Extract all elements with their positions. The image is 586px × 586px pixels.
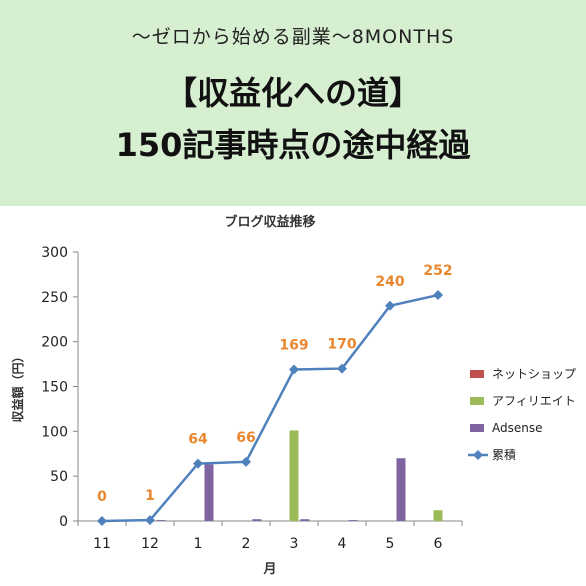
y-tick-label: 0 bbox=[59, 514, 68, 530]
y-tick-label: 50 bbox=[50, 469, 68, 485]
cumulative-data-label: 1 bbox=[145, 488, 155, 504]
cumulative-data-label: 170 bbox=[327, 337, 356, 353]
bar-Adsense bbox=[396, 458, 406, 521]
y-tick-label: 300 bbox=[41, 245, 68, 261]
chart-title: ブログ収益推移 bbox=[224, 214, 315, 230]
legend-swatch bbox=[470, 397, 484, 405]
bar-Adsense bbox=[204, 464, 214, 521]
cumulative-data-label: 252 bbox=[423, 263, 452, 279]
cumulative-point bbox=[193, 458, 203, 469]
y-axis-label: 収益額（円） bbox=[10, 350, 25, 422]
legend-swatch bbox=[470, 424, 484, 432]
cumulative-data-label: 66 bbox=[236, 430, 255, 446]
bar-Adsense bbox=[156, 520, 166, 521]
x-axis-label: 月 bbox=[262, 562, 276, 577]
legend-swatch-marker bbox=[473, 450, 483, 460]
bar-Adsense bbox=[252, 519, 262, 521]
y-tick-label: 250 bbox=[41, 290, 68, 306]
cumulative-data-label: 0 bbox=[97, 489, 107, 505]
bar-アフィリエイト bbox=[433, 510, 443, 521]
header-banner: 〜ゼロから始める副業〜8MONTHS 【収益化への道】 150記事時点の途中経過 bbox=[0, 0, 586, 206]
cumulative-point bbox=[385, 300, 395, 311]
legend-label: ネットショップ bbox=[492, 367, 576, 381]
cumulative-point bbox=[433, 290, 443, 301]
cumulative-point bbox=[337, 363, 347, 374]
x-tick-label: 1 bbox=[194, 536, 203, 552]
y-tick-label: 200 bbox=[41, 335, 68, 351]
x-tick-label: 6 bbox=[434, 536, 443, 552]
legend-label: アフィリエイト bbox=[492, 394, 576, 408]
banner-headline-line2: 150記事時点の途中経過 bbox=[115, 126, 471, 164]
x-tick-label: 4 bbox=[338, 536, 347, 552]
cumulative-data-label: 169 bbox=[279, 337, 308, 353]
x-tick-label: 12 bbox=[141, 536, 159, 552]
bar-アフィリエイト bbox=[289, 430, 299, 521]
cumulative-point bbox=[289, 364, 299, 375]
bar-Adsense bbox=[300, 519, 310, 521]
x-tick-label: 5 bbox=[386, 536, 395, 552]
bar-Adsense bbox=[348, 520, 358, 521]
cumulative-data-label: 64 bbox=[188, 432, 208, 448]
cumulative-point bbox=[241, 456, 251, 467]
cumulative-data-label: 240 bbox=[375, 274, 404, 290]
legend-label: Adsense bbox=[492, 421, 543, 435]
legend-label: 累積 bbox=[492, 447, 516, 462]
cumulative-line bbox=[101, 293, 439, 523]
x-tick-label: 2 bbox=[242, 536, 251, 552]
x-tick-label: 11 bbox=[93, 536, 111, 552]
y-tick-label: 100 bbox=[41, 424, 68, 440]
cumulative-point bbox=[145, 515, 155, 526]
legend-swatch bbox=[470, 370, 484, 378]
cumulative-point bbox=[97, 516, 107, 526]
banner-headline-line1: 【収益化への道】 bbox=[164, 74, 421, 112]
y-tick-label: 150 bbox=[41, 380, 68, 396]
banner-subtitle: 〜ゼロから始める副業〜8MONTHS bbox=[131, 26, 455, 48]
x-tick-label: 3 bbox=[290, 536, 299, 552]
